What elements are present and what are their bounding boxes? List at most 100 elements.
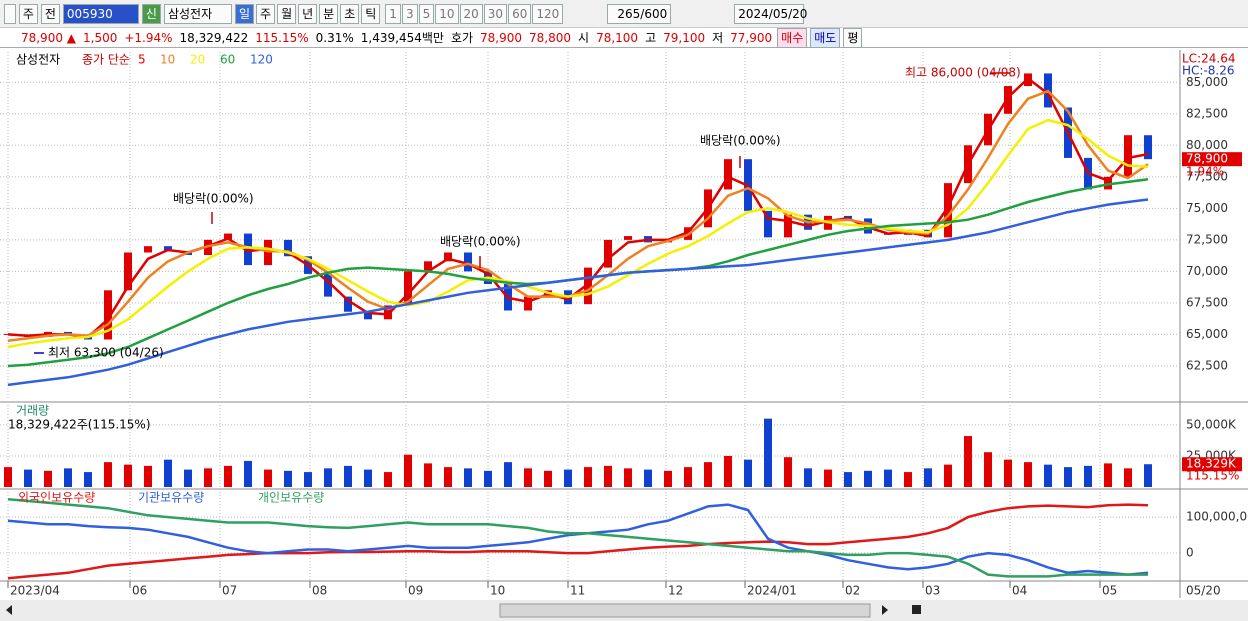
stop-button[interactable]: [912, 605, 921, 614]
period-button[interactable]: 월: [277, 3, 297, 24]
y-tick-label: 72,500: [1186, 232, 1228, 246]
volume-bar: [784, 457, 792, 487]
avg-button[interactable]: 평: [843, 27, 863, 48]
volume-bar: [424, 463, 432, 487]
chart: 62,500 65,000 67,500 70,000 72,500 75,000 77,5…: [0, 48, 1248, 621]
volume-bar: [144, 465, 152, 487]
market-select[interactable]: 주: [18, 3, 38, 24]
y-tick-label: 82,500: [1186, 106, 1228, 120]
last-volume-label: 18,329K: [1186, 457, 1237, 471]
candle: [1124, 135, 1132, 177]
name-badge: 신: [141, 3, 161, 24]
interval-button[interactable]: 120: [532, 3, 564, 24]
candle: [264, 239, 272, 266]
volume-bar: [44, 470, 52, 487]
y-tick-label: 80,000: [1186, 138, 1228, 152]
volume: 18,329,422: [179, 30, 249, 45]
open-label: 시: [578, 31, 590, 45]
x-tick-label: 11: [570, 584, 585, 598]
x-tick-label: 03: [925, 584, 940, 598]
volume-bar: [4, 467, 12, 487]
interval-button[interactable]: 3: [401, 3, 418, 24]
candle: [164, 246, 172, 252]
chart-title: 삼성전자: [16, 53, 60, 67]
volume-bar: [864, 470, 872, 487]
scroll-thumb[interactable]: [499, 603, 871, 618]
volume-bar: [924, 468, 932, 487]
volume-bar: [484, 470, 492, 487]
candle: [584, 267, 592, 305]
volume-bar: [724, 455, 732, 487]
prev-button[interactable]: 전: [40, 3, 60, 24]
scroll-left[interactable]: [6, 605, 12, 615]
date-input[interactable]: 2024/05/20: [734, 3, 807, 24]
series-line: [7, 89, 1149, 342]
period-button[interactable]: 틱: [361, 3, 381, 24]
candle: [944, 183, 952, 238]
annotation: 배당락(0.00%): [700, 134, 781, 148]
volume-bar: [824, 469, 832, 487]
x-tick-label: 05: [1102, 584, 1117, 598]
volume-bar: [444, 467, 452, 487]
x-tick-label: 2024/01: [747, 584, 797, 598]
series-line: [7, 118, 1149, 349]
interval-button[interactable]: 30: [483, 3, 508, 24]
candle: [124, 252, 132, 291]
series-line: [7, 198, 1149, 387]
x-tick-label: 09: [408, 584, 423, 598]
candle: [444, 252, 452, 262]
volume-bar: [464, 468, 472, 487]
x-tick-label: 2023/04: [10, 584, 60, 598]
volume-bar: [744, 459, 752, 487]
candle: [324, 273, 332, 297]
interval-button[interactable]: 60: [508, 3, 532, 24]
candle: [144, 246, 152, 253]
volume-bar: [344, 465, 352, 487]
volume-bar: [304, 472, 312, 487]
turnover: 0.31%: [315, 30, 354, 45]
interval-button[interactable]: 5: [418, 3, 435, 24]
scroll-right[interactable]: [882, 605, 888, 615]
chart-title: 거래량: [16, 404, 49, 418]
code-input[interactable]: 005930: [62, 3, 139, 24]
volume-bar: [844, 472, 852, 487]
count-input[interactable]: 265/600: [607, 3, 672, 24]
volume-bar: [704, 462, 712, 487]
period-button[interactable]: 일: [234, 3, 255, 24]
volume-bar: [644, 469, 652, 487]
volume-bar: [1024, 462, 1032, 487]
candle: [224, 233, 232, 240]
last-price-label: 78,900: [1186, 152, 1228, 166]
volume-bar: [24, 469, 32, 487]
y-tick-label: 67,500: [1186, 295, 1228, 309]
y-tick-label: 85,000: [1186, 75, 1228, 89]
window-icon[interactable]: [4, 3, 16, 24]
y-tick-label: 0: [1186, 546, 1194, 560]
low-label: 저: [712, 31, 724, 45]
interval-button[interactable]: 20: [459, 3, 483, 24]
volume-bar: [1104, 463, 1112, 487]
interval-button[interactable]: 1: [385, 3, 401, 24]
period-button[interactable]: 주: [256, 3, 276, 24]
period-button[interactable]: 분: [319, 3, 339, 24]
annotation: 배당락(0.00%): [440, 235, 521, 249]
interval-button[interactable]: 10: [435, 3, 459, 24]
period-button[interactable]: 년: [298, 3, 318, 24]
ask: 78,900: [480, 30, 523, 45]
volume-bar: [764, 418, 772, 487]
interval-group: 1 3 5 10 20 30 60 120: [385, 3, 564, 24]
buy-button[interactable]: 매수: [777, 27, 808, 48]
candle: [1004, 86, 1012, 114]
annotation: 최저 63,300 (04/26): [48, 346, 164, 360]
x-tick-label: 02: [845, 584, 860, 598]
last-volume-box: [1182, 457, 1242, 472]
candle: [344, 296, 352, 312]
volume-bar: [544, 470, 552, 487]
sell-button[interactable]: 매도: [810, 27, 841, 48]
volume-bar: [1084, 465, 1092, 487]
period-button[interactable]: 초: [340, 3, 360, 24]
volume-bar: [384, 472, 392, 487]
legend-entry: 120: [250, 53, 273, 67]
candle: [424, 261, 432, 272]
